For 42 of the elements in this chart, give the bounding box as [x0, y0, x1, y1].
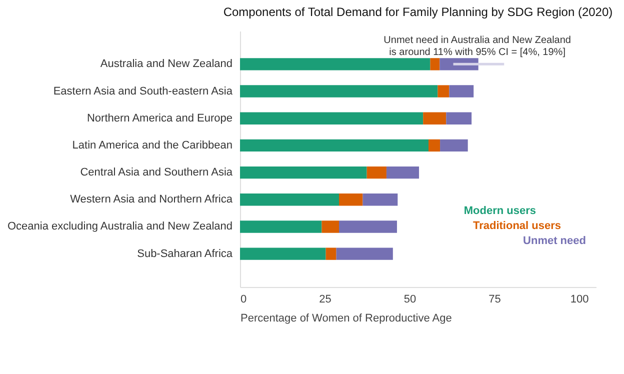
bar [240, 248, 326, 260]
bar [240, 58, 430, 70]
text: Modern users [464, 204, 536, 217]
bar [366, 166, 386, 179]
bar [336, 248, 393, 260]
bar [240, 85, 438, 98]
bar [428, 139, 440, 152]
bar [423, 112, 446, 124]
bar [438, 85, 450, 98]
bar [339, 194, 363, 206]
x-tick-label: 50 [404, 294, 416, 306]
bar [240, 139, 429, 152]
bar [322, 220, 339, 233]
y-tick-label: Sub-Saharan Africa [137, 248, 234, 260]
bar [440, 139, 468, 152]
y-tick-label: Oceania excluding Australia and New Zealand [7, 220, 232, 233]
bar [240, 112, 424, 124]
bar [240, 166, 367, 179]
bar [240, 194, 339, 206]
x-tick-label: 100 [570, 294, 589, 306]
chart-title: Components of Total Demand for Family Planning by SDG Region (2020) [223, 5, 613, 19]
bar [240, 220, 322, 233]
y-tick-label: Latin America and the Caribbean [72, 139, 232, 152]
bar [430, 58, 440, 70]
text: Traditional users [472, 220, 561, 232]
x-tick-label: 75 [488, 294, 501, 306]
y-tick-label: Central Asia and Southern Asia [80, 166, 234, 179]
x-tick-label: 0 [240, 294, 247, 306]
text: Unmet need [523, 234, 586, 247]
x-axis-title: Percentage of Women of Reproductive Age [240, 312, 452, 324]
bar [362, 194, 398, 206]
x-tick-label: 25 [319, 294, 332, 306]
bar [446, 112, 472, 124]
bar [339, 220, 397, 233]
y-tick-label: Northern America and Europe [86, 112, 232, 124]
y-tick-label: Australia and New Zealand [100, 58, 232, 70]
bar [449, 85, 474, 98]
bar [386, 166, 420, 179]
annotation: Unmet need in Australia and New Zealand is around 11% with 95% CI = [4%, 19%] [384, 35, 572, 58]
bar [326, 248, 336, 260]
y-tick-label: Western Asia and Northern Africa [70, 194, 234, 206]
y-tick-label: Eastern Asia and South-eastern Asia [53, 85, 234, 98]
